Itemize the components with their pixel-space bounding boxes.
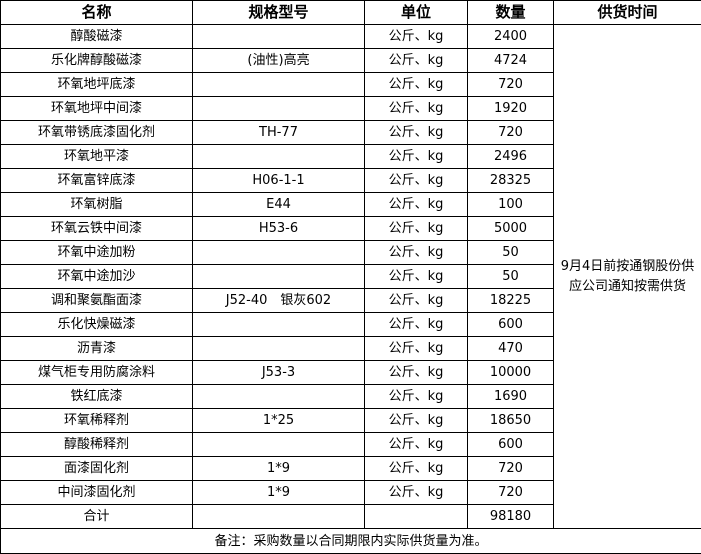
header-unit: 单位 (365, 1, 468, 25)
item-qty: 720 (468, 121, 554, 145)
item-name: 环氧稀释剂 (1, 409, 193, 433)
item-qty: 2400 (468, 25, 554, 49)
item-name: 中间漆固化剂 (1, 481, 193, 505)
item-qty: 10000 (468, 361, 554, 385)
item-name: 调和聚氨酯面漆 (1, 289, 193, 313)
header-name: 名称 (1, 1, 193, 25)
item-unit: 公斤、kg (365, 73, 468, 97)
item-spec (193, 265, 365, 289)
item-spec: 1*25 (193, 409, 365, 433)
item-spec: J52-40 银灰602 (193, 289, 365, 313)
item-spec: E44 (193, 193, 365, 217)
item-spec (193, 25, 365, 49)
item-unit: 公斤、kg (365, 313, 468, 337)
item-name: 醇酸磁漆 (1, 25, 193, 49)
item-name: 环氧地平漆 (1, 145, 193, 169)
item-unit: 公斤、kg (365, 385, 468, 409)
item-spec (193, 145, 365, 169)
item-unit: 公斤、kg (365, 289, 468, 313)
item-name: 乐化牌醇酸磁漆 (1, 49, 193, 73)
item-unit: 公斤、kg (365, 457, 468, 481)
total-unit (365, 505, 468, 529)
item-qty: 4724 (468, 49, 554, 73)
item-unit: 公斤、kg (365, 145, 468, 169)
item-spec (193, 73, 365, 97)
item-qty: 2496 (468, 145, 554, 169)
item-unit: 公斤、kg (365, 169, 468, 193)
item-name: 环氧中途加沙 (1, 265, 193, 289)
item-unit: 公斤、kg (365, 361, 468, 385)
note-row: 备注：采购数量以合同期限内实际供货量为准。 (1, 529, 701, 554)
header-delivery: 供货时间 (554, 1, 701, 25)
item-name: 环氧云铁中间漆 (1, 217, 193, 241)
item-spec: J53-3 (193, 361, 365, 385)
delivery-time: 9月4日前按通钢股份供应公司通知按需供货 (554, 25, 701, 529)
item-name: 环氧树脂 (1, 193, 193, 217)
item-unit: 公斤、kg (365, 49, 468, 73)
item-qty: 18650 (468, 409, 554, 433)
item-name: 环氧富锌底漆 (1, 169, 193, 193)
item-spec: (油性)高亮 (193, 49, 365, 73)
item-qty: 1920 (468, 97, 554, 121)
item-unit: 公斤、kg (365, 97, 468, 121)
item-spec (193, 97, 365, 121)
item-name: 环氧带锈底漆固化剂 (1, 121, 193, 145)
item-name: 煤气柜专用防腐涂料 (1, 361, 193, 385)
item-spec: H53-6 (193, 217, 365, 241)
item-qty: 50 (468, 265, 554, 289)
item-name: 环氧中途加粉 (1, 241, 193, 265)
item-spec: H06-1-1 (193, 169, 365, 193)
item-spec: 1*9 (193, 481, 365, 505)
item-qty: 50 (468, 241, 554, 265)
item-qty: 470 (468, 337, 554, 361)
total-spec (193, 505, 365, 529)
item-spec (193, 385, 365, 409)
item-qty: 100 (468, 193, 554, 217)
item-name: 乐化快燥磁漆 (1, 313, 193, 337)
item-name: 铁红底漆 (1, 385, 193, 409)
item-qty: 5000 (468, 217, 554, 241)
item-unit: 公斤、kg (365, 241, 468, 265)
item-spec (193, 433, 365, 457)
total-label: 合计 (1, 505, 193, 529)
item-unit: 公斤、kg (365, 217, 468, 241)
item-unit: 公斤、kg (365, 25, 468, 49)
item-name: 环氧地坪中间漆 (1, 97, 193, 121)
item-qty: 720 (468, 73, 554, 97)
item-name: 面漆固化剂 (1, 457, 193, 481)
item-unit: 公斤、kg (365, 121, 468, 145)
item-unit: 公斤、kg (365, 481, 468, 505)
item-spec (193, 313, 365, 337)
item-unit: 公斤、kg (365, 265, 468, 289)
item-qty: 600 (468, 433, 554, 457)
item-qty: 720 (468, 481, 554, 505)
item-unit: 公斤、kg (365, 409, 468, 433)
item-qty: 600 (468, 313, 554, 337)
header-qty: 数量 (468, 1, 554, 25)
item-name: 沥青漆 (1, 337, 193, 361)
total-qty: 98180 (468, 505, 554, 529)
item-qty: 18225 (468, 289, 554, 313)
item-qty: 28325 (468, 169, 554, 193)
item-spec (193, 241, 365, 265)
item-spec: TH-77 (193, 121, 365, 145)
item-qty: 1690 (468, 385, 554, 409)
item-unit: 公斤、kg (365, 337, 468, 361)
item-spec (193, 337, 365, 361)
item-unit: 公斤、kg (365, 193, 468, 217)
header-spec: 规格型号 (193, 1, 365, 25)
note: 备注：采购数量以合同期限内实际供货量为准。 (1, 529, 701, 554)
header-row: 名称 规格型号 单位 数量 供货时间 (1, 1, 701, 25)
item-name: 醇酸稀释剂 (1, 433, 193, 457)
item-unit: 公斤、kg (365, 433, 468, 457)
item-qty: 720 (468, 457, 554, 481)
item-name: 环氧地坪底漆 (1, 73, 193, 97)
item-spec: 1*9 (193, 457, 365, 481)
